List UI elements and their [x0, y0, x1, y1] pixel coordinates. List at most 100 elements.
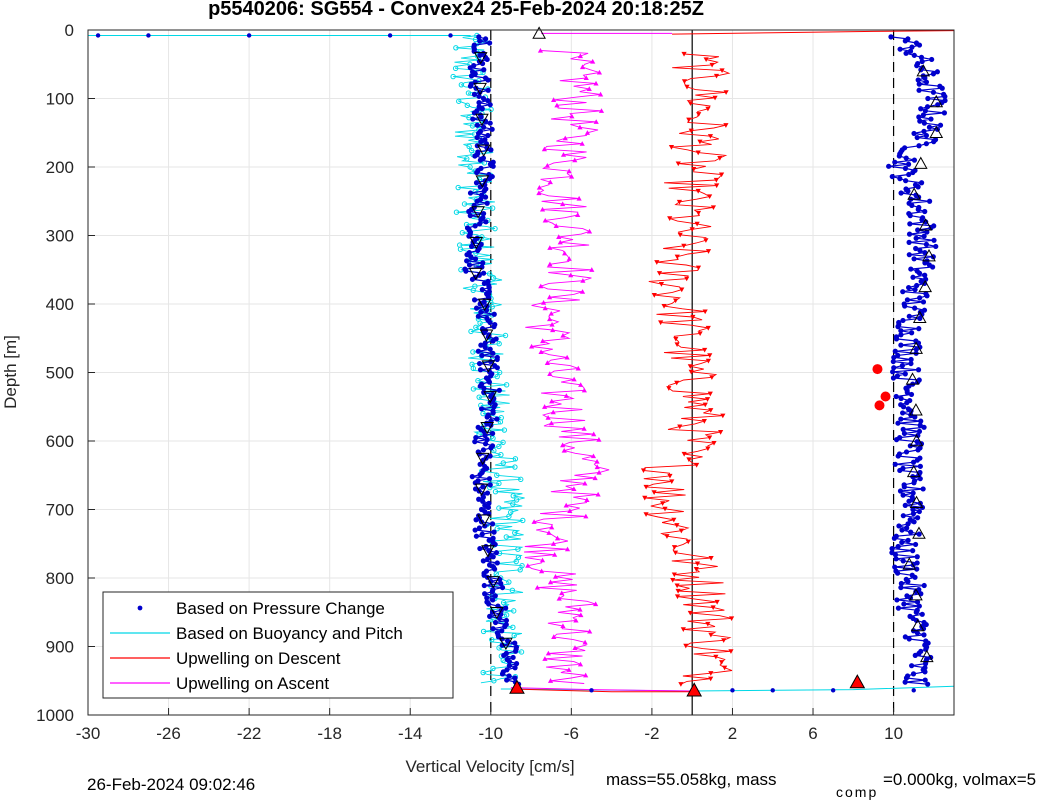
pressure-point	[482, 182, 488, 188]
ascent-upwelling-point	[597, 91, 604, 97]
ascent-marker	[902, 557, 917, 570]
pressure-point	[469, 276, 476, 282]
descent-upwelling-point	[728, 649, 734, 654]
legend-box	[102, 591, 454, 699]
pressure-point	[928, 116, 934, 122]
descent-upwelling-point	[673, 336, 679, 342]
pressure-point	[482, 441, 489, 447]
ascent-upwelling-point	[579, 289, 586, 294]
descent-marker	[477, 514, 491, 527]
ascent-upwelling-point	[557, 239, 563, 245]
pressure-point	[899, 539, 905, 545]
buoyancy-point	[501, 427, 508, 433]
pressure-point	[478, 139, 484, 145]
pressure-point	[917, 315, 923, 321]
pressure-point	[478, 217, 484, 223]
descent-upwelling-point	[688, 369, 694, 375]
data-layer	[88, 26, 955, 715]
pressure-point	[512, 640, 518, 646]
ascent-upwelling-point	[582, 480, 588, 486]
ascent-upwelling-point	[539, 206, 546, 212]
pressure-point	[506, 663, 512, 669]
descent-upwelling-point	[681, 243, 687, 249]
pressure-point	[939, 85, 945, 91]
pressure-point	[494, 365, 500, 371]
descent-upwelling-point	[695, 188, 701, 194]
ascent-upwelling-point	[561, 447, 567, 453]
pressure-point	[929, 56, 935, 63]
descent-upwelling-point	[705, 106, 711, 112]
pressure-point	[481, 67, 487, 73]
pressure-point	[923, 276, 929, 282]
buoyancy-point	[506, 513, 512, 520]
ascent-marker	[929, 94, 944, 108]
pressure-point	[486, 601, 492, 607]
ascent-marker	[909, 433, 924, 447]
pressure-point	[915, 447, 921, 453]
pressure-point	[484, 490, 491, 496]
pressure-point	[480, 498, 486, 504]
pressure-point	[919, 180, 925, 186]
pressure-point	[487, 319, 493, 326]
descent-marker	[477, 298, 492, 312]
pressure-point	[915, 367, 922, 373]
ascent-marker	[929, 125, 944, 139]
buoyancy-point	[515, 554, 522, 561]
pressure-point	[476, 272, 482, 278]
pressure-point	[486, 176, 493, 182]
pressure-point	[911, 130, 917, 137]
pressure-point	[470, 116, 476, 122]
ascent-upwelling-point	[551, 97, 557, 102]
pressure-point	[487, 453, 493, 459]
descent-upwelling-point	[711, 440, 717, 446]
pressure-point	[908, 356, 914, 363]
descent-upwelling-point	[691, 166, 697, 172]
buoyancy-point	[511, 632, 517, 639]
descent-upwelling-point	[707, 391, 713, 397]
descent-upwelling-point	[714, 599, 720, 605]
ascent-upwelling-point	[549, 321, 555, 327]
descent-upwelling-point	[701, 419, 707, 424]
buoyancy-point	[489, 636, 495, 643]
pressure-point	[912, 652, 918, 659]
pressure-point	[468, 73, 475, 79]
pressure-point	[484, 56, 490, 63]
descent-upwelling-point	[705, 446, 711, 452]
descent-upwelling-point	[674, 254, 680, 260]
pressure-point	[892, 461, 898, 467]
pressure-point	[489, 589, 495, 595]
ascent-upwelling-point	[571, 486, 577, 492]
ascent-upwelling-point	[544, 163, 550, 168]
pressure-point	[912, 305, 918, 311]
pressure-point	[930, 89, 937, 95]
pressure-point	[492, 593, 498, 599]
pressure-point	[888, 34, 894, 40]
pressure-point	[480, 484, 486, 490]
pressure-point	[895, 453, 901, 459]
descent-upwelling-point	[693, 567, 699, 572]
descent-upwelling-point	[702, 309, 708, 315]
pressure-point	[905, 161, 912, 167]
pressure-point	[473, 533, 480, 539]
pressure-point	[490, 163, 496, 169]
pressure-point	[910, 548, 916, 554]
ascent-upwelling-point	[564, 546, 571, 552]
footer-comp-subscript: comp	[836, 784, 879, 800]
pressure-point	[477, 157, 483, 163]
pressure-point	[512, 648, 519, 654]
pressure-point	[482, 118, 489, 124]
descent-upwelling-point	[651, 293, 657, 298]
ascent-upwelling-point	[572, 157, 578, 163]
descent-upwelling-point	[710, 605, 716, 611]
pressure-point	[902, 165, 909, 171]
pressure-point	[893, 336, 900, 342]
descent-upwelling-point	[674, 342, 680, 348]
pressure-point	[770, 688, 775, 693]
pressure-point	[488, 445, 494, 451]
pressure-point	[922, 272, 928, 278]
ascent-upwelling-point	[525, 563, 531, 568]
ascent-marker	[909, 495, 924, 508]
pressure-point	[903, 675, 910, 681]
descent-upwelling-point	[702, 402, 708, 408]
pressure-point	[513, 661, 520, 667]
